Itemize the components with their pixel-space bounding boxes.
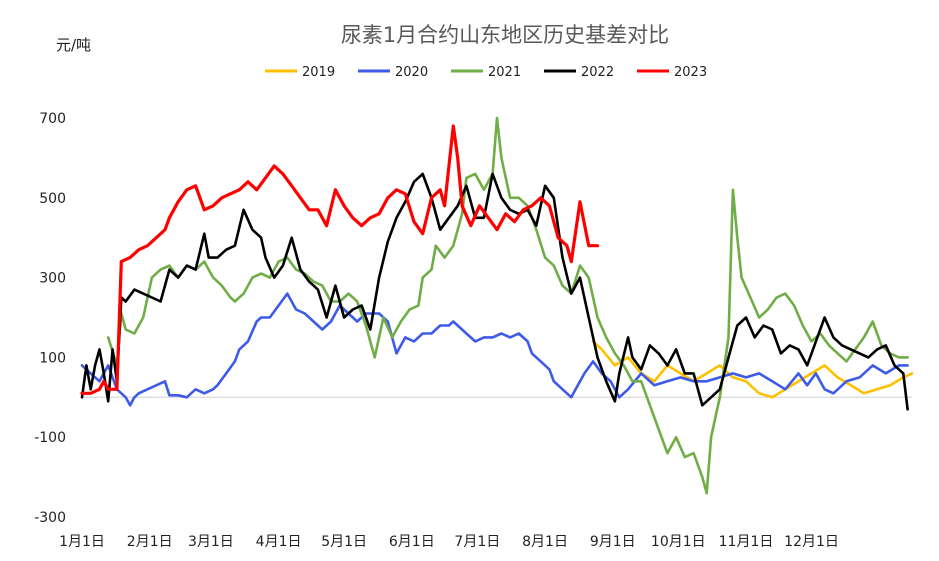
x-tick-label: 3月1日 — [188, 534, 234, 550]
x-tick-label: 2月1日 — [127, 534, 173, 550]
legend-label-2019: 2019 — [302, 65, 335, 80]
legend-label-2023: 2023 — [674, 65, 707, 80]
x-tick-label: 11月1日 — [719, 534, 774, 550]
series-group — [80, 116, 914, 495]
y-tick-label: -100 — [34, 430, 66, 446]
x-tick-label: 7月1日 — [454, 534, 500, 550]
x-tick-label: 1月1日 — [59, 534, 105, 550]
y-tick-label: 300 — [39, 271, 66, 287]
legend-label-2022: 2022 — [581, 65, 614, 80]
x-tick-label: 9月1日 — [590, 534, 636, 550]
legend-label-2021: 2021 — [488, 65, 521, 80]
x-tick-label: 5月1日 — [321, 534, 367, 550]
series-line-2021 — [106, 116, 909, 495]
series-line-2023 — [80, 124, 600, 395]
y-tick-label: 500 — [39, 191, 66, 207]
y-tick-label: 700 — [39, 111, 66, 127]
chart-title: 尿素1月合约山东地区历史基差对比 — [341, 23, 669, 47]
x-tick-label: 10月1日 — [651, 534, 706, 550]
x-axis: 1月1日 2月1日 3月1日 4月1日 5月1日 6月1日 7月1日 8月1日 9月1日 10月1… — [59, 534, 839, 550]
x-tick-label: 12月1日 — [784, 534, 839, 550]
y-tick-label: -300 — [34, 510, 66, 526]
series-line-2020 — [80, 292, 909, 407]
y-tick-label: 100 — [39, 350, 66, 366]
y-axis: 700 500 300 100 -100 -300 — [34, 111, 66, 526]
x-tick-label: 8月1日 — [522, 534, 568, 550]
x-tick-label: 6月1日 — [389, 534, 435, 550]
legend: 2019 2020 2021 2022 2023 — [265, 65, 707, 80]
x-tick-label: 4月1日 — [256, 534, 302, 550]
legend-label-2020: 2020 — [395, 65, 428, 80]
y-axis-unit: 元/吨 — [56, 36, 91, 54]
